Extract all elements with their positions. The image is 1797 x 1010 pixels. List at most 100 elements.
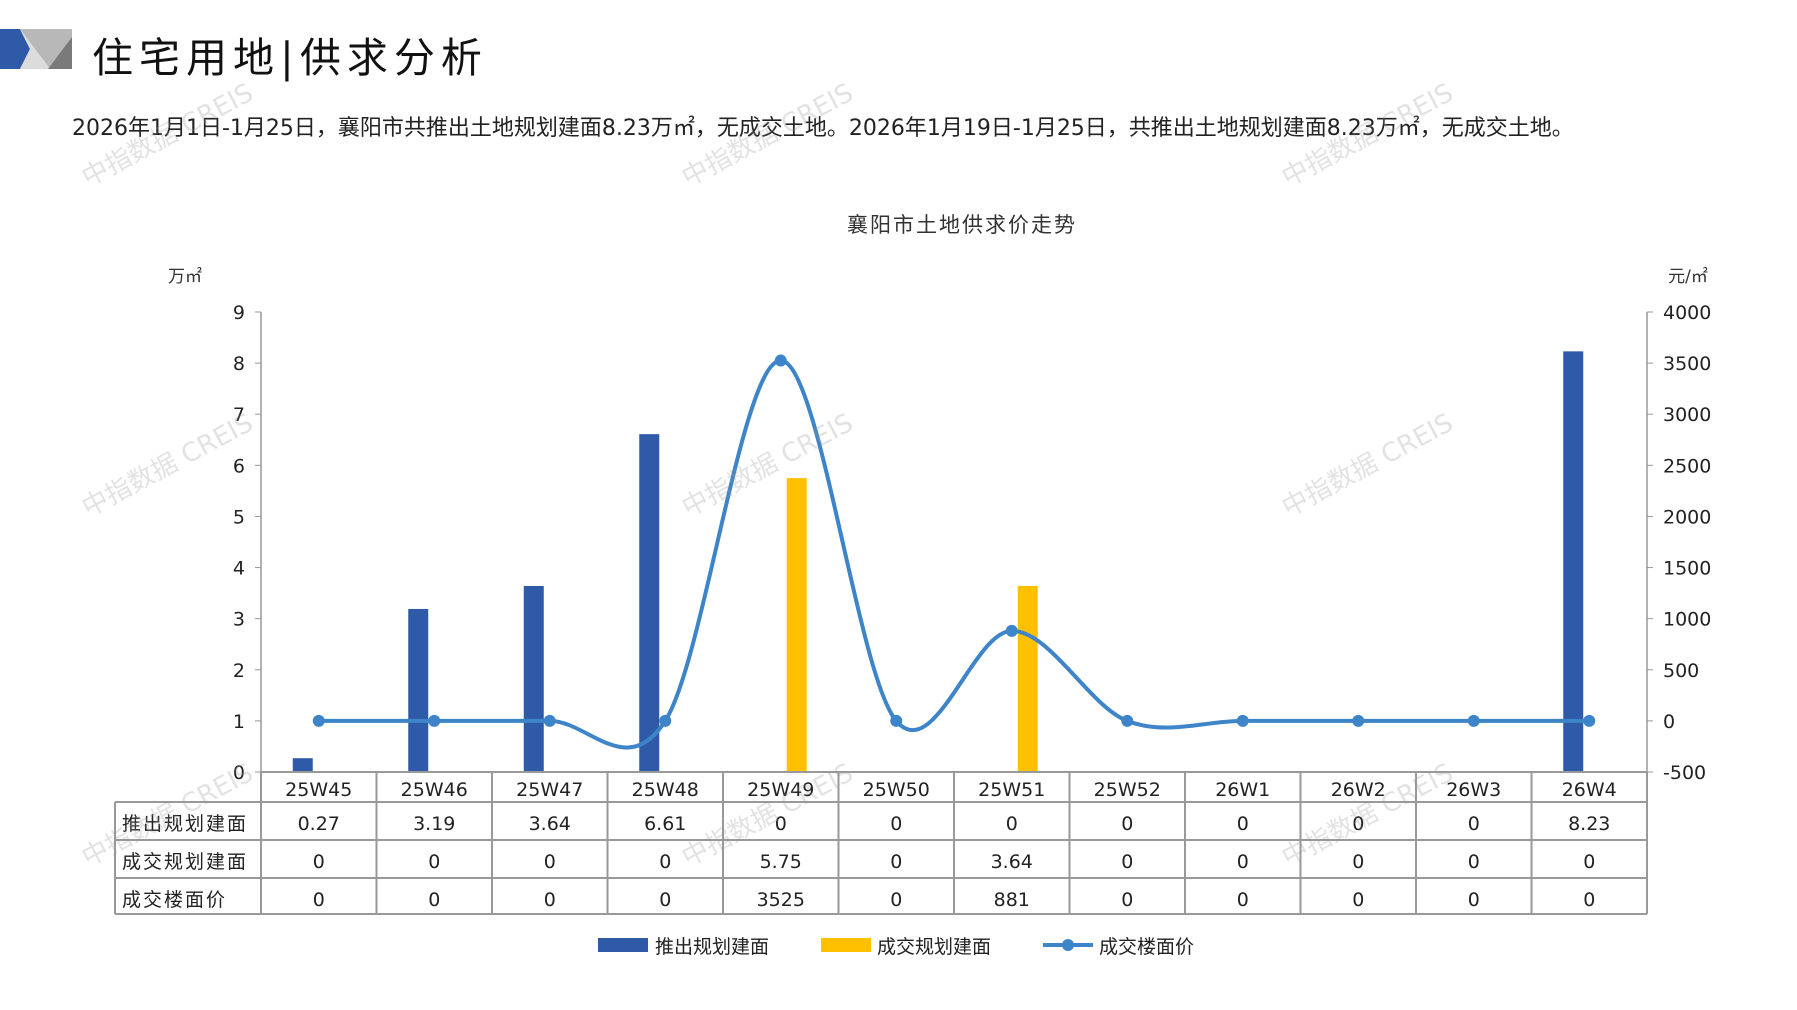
- category-label: 25W47: [516, 779, 583, 801]
- legend-swatch-supply: [598, 938, 648, 952]
- chart-title: 襄阳市土地供求价走势: [847, 213, 1077, 237]
- table-cell: 0: [1352, 813, 1364, 835]
- table-cell: 0: [1237, 851, 1249, 873]
- right-tick-label: 3500: [1663, 353, 1711, 375]
- table-cell: 0: [1237, 813, 1249, 835]
- left-tick-label: 8: [233, 353, 245, 375]
- left-tick-label: 1: [233, 711, 245, 733]
- price-point-25W48: [659, 714, 672, 727]
- table-cell: 0: [1237, 889, 1249, 911]
- table-cell: 0: [313, 889, 325, 911]
- table-cell: 8.23: [1568, 813, 1610, 835]
- table-cell: 0: [1006, 813, 1018, 835]
- left-tick-label: 9: [233, 302, 245, 324]
- page-title: 住宅用地|供求分析: [92, 34, 488, 82]
- category-label: 25W49: [747, 779, 814, 801]
- right-tick-label: 500: [1663, 660, 1699, 682]
- left-tick-label: 3: [233, 609, 245, 631]
- legend-label-price: 成交楼面价: [1099, 936, 1194, 958]
- left-tick-label: 7: [233, 404, 245, 426]
- table-cell: 0: [890, 851, 902, 873]
- table-row-header: 推出规划建面: [122, 813, 248, 835]
- summary-text: 2026年1月1日-1月25日，襄阳市共推出土地规划建面8.23万㎡，无成交土地…: [72, 116, 1574, 141]
- category-label: 26W3: [1446, 779, 1501, 801]
- left-tick-label: 2: [233, 660, 245, 682]
- right-axis-unit: 元/㎡: [1668, 267, 1708, 287]
- legend-label-supply: 推出规划建面: [655, 936, 769, 958]
- table-cell: 3525: [757, 889, 805, 911]
- right-tick-label: 1500: [1663, 558, 1711, 580]
- table-cell: 0: [313, 851, 325, 873]
- table-cell: 0: [890, 889, 902, 911]
- price-point-25W47: [543, 714, 556, 727]
- category-label: 26W4: [1562, 779, 1617, 801]
- table-cell: 0: [1468, 813, 1480, 835]
- category-label: 25W48: [632, 779, 699, 801]
- bar-supply-25W45: [292, 758, 313, 772]
- logo: [0, 29, 72, 69]
- bar-supply-25W47: [523, 585, 544, 772]
- bar-deal-25W49: [786, 478, 807, 772]
- category-label: 25W46: [401, 779, 468, 801]
- table-row-header: 成交楼面价: [122, 889, 227, 911]
- right-tick-label: 0: [1663, 711, 1675, 733]
- bar-supply-26W4: [1563, 351, 1584, 772]
- price-line: [318, 358, 1590, 750]
- price-point-26W2: [1352, 714, 1365, 727]
- price-point-25W46: [428, 714, 441, 727]
- price-point-26W4: [1583, 714, 1596, 727]
- category-label: 25W51: [978, 779, 1045, 801]
- table-cell: 0: [1352, 889, 1364, 911]
- table-cell: 0: [890, 813, 902, 835]
- price-point-26W1: [1236, 714, 1249, 727]
- left-axis-unit: 万㎡: [168, 267, 202, 287]
- table-cell: 0.27: [298, 813, 340, 835]
- table-cell: 0: [775, 813, 787, 835]
- legend-marker-price: [1062, 939, 1074, 951]
- table-cell: 0: [659, 851, 671, 873]
- table-cell: 0: [428, 889, 440, 911]
- left-tick-label: 5: [233, 506, 245, 528]
- price-point-25W51: [1005, 624, 1018, 637]
- table-cell: 0: [1583, 851, 1595, 873]
- right-tick-label: 2000: [1663, 506, 1711, 528]
- table-cell: 0: [1121, 813, 1133, 835]
- table-cell: 0: [1583, 889, 1595, 911]
- legend-label-deal: 成交规划建面: [877, 936, 991, 958]
- category-label: 26W2: [1331, 779, 1386, 801]
- category-label: 26W1: [1215, 779, 1270, 801]
- table-cell: 0: [1121, 851, 1133, 873]
- category-label: 25W45: [285, 779, 352, 801]
- left-tick-label: 0: [233, 762, 245, 784]
- table-cell: 5.75: [760, 851, 802, 873]
- price-point-26W3: [1467, 714, 1480, 727]
- table-cell: 0: [544, 851, 556, 873]
- bar-supply-25W48: [639, 434, 660, 772]
- category-label: 25W50: [863, 779, 930, 801]
- right-tick-label: 4000: [1663, 302, 1711, 324]
- table-cell: 0: [544, 889, 556, 911]
- table-cell: 0: [1352, 851, 1364, 873]
- left-tick-label: 6: [233, 455, 245, 477]
- right-tick-label: -500: [1663, 762, 1706, 784]
- bar-supply-25W46: [408, 608, 429, 772]
- legend-swatch-deal: [821, 938, 871, 952]
- right-tick-label: 3000: [1663, 404, 1711, 426]
- price-point-25W52: [1121, 714, 1134, 727]
- left-tick-label: 4: [233, 558, 245, 580]
- table-cell: 0: [428, 851, 440, 873]
- price-point-25W45: [312, 714, 325, 727]
- right-tick-label: 1000: [1663, 609, 1711, 631]
- table-cell: 0: [1468, 851, 1480, 873]
- table-cell: 0: [1121, 889, 1133, 911]
- bar-deal-25W51: [1017, 585, 1038, 772]
- price-point-25W50: [890, 714, 903, 727]
- table-cell: 881: [994, 889, 1030, 911]
- table-cell: 3.64: [991, 851, 1033, 873]
- table-cell: 0: [659, 889, 671, 911]
- table-cell: 3.19: [413, 813, 455, 835]
- price-point-25W49: [774, 354, 787, 367]
- table-cell: 6.61: [644, 813, 686, 835]
- table-cell: 3.64: [529, 813, 571, 835]
- category-label: 25W52: [1094, 779, 1161, 801]
